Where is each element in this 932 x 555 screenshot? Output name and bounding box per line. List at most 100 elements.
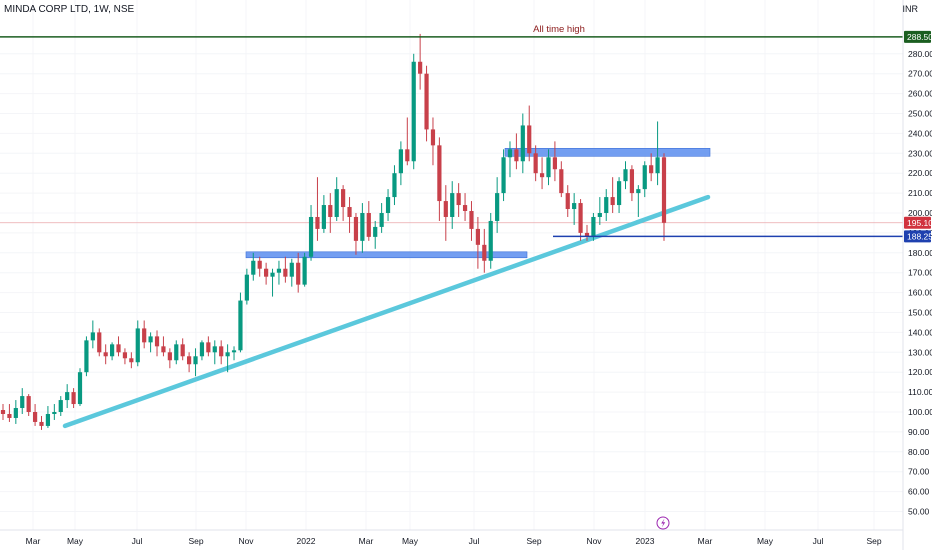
- candle-body: [148, 336, 153, 343]
- time-tick-label: Mar: [26, 536, 41, 546]
- candle: [193, 348, 198, 377]
- candle-body: [289, 262, 294, 277]
- price-tick-label: 240.00: [908, 128, 932, 138]
- candle: [456, 183, 461, 217]
- candle-body: [212, 346, 217, 353]
- candle-body: [373, 226, 378, 237]
- candle: [649, 153, 654, 182]
- price-tick-label: 230.00: [908, 148, 932, 158]
- candle: [45, 406, 51, 428]
- candle-body: [379, 213, 384, 227]
- price-tick-label: 150.00: [908, 308, 932, 318]
- time-tick-label: 2022: [297, 536, 316, 546]
- candle-body: [661, 157, 667, 223]
- candle-body: [71, 392, 76, 405]
- candle-body: [527, 125, 532, 154]
- time-tick-label: Sep: [866, 536, 881, 546]
- candle: [77, 368, 83, 407]
- horizontal-levels: [0, 36, 903, 238]
- candle: [450, 181, 455, 229]
- price-axis[interactable]: 50.00 60.00 70.00 80.00 90.00 100.00 110.00 120…: [902, 0, 932, 550]
- candle: [219, 340, 224, 365]
- candle-body: [199, 342, 205, 357]
- price-tick-label: 220.00: [908, 168, 932, 178]
- candle: [501, 149, 506, 202]
- candle-body: [251, 260, 256, 275]
- price-tag-label: 188.25: [907, 231, 932, 241]
- candle-body: [584, 232, 590, 237]
- candle-body: [283, 268, 288, 277]
- candle: [308, 205, 314, 261]
- candle: [373, 220, 378, 249]
- candle-body: [475, 228, 480, 245]
- candle: [520, 113, 525, 174]
- candle: [360, 203, 365, 253]
- candle-body: [514, 149, 519, 162]
- price-tick-label: 140.00: [908, 327, 932, 337]
- price-tick-label: 160.00: [908, 288, 932, 298]
- candle: [341, 185, 346, 221]
- candle: [13, 400, 18, 424]
- time-axis[interactable]: Mar May Jul Sep Nov 2022 Mar May Jul Sep Nov 2023 Ma…: [0, 529, 903, 546]
- candle: [0, 404, 6, 420]
- candle: [7, 404, 12, 422]
- candle-body: [623, 169, 628, 182]
- time-tick-label: Jul: [469, 536, 480, 546]
- price-tags: 288.50 195.10 188.25: [904, 30, 932, 243]
- candle: [623, 161, 628, 190]
- candle: [270, 268, 275, 297]
- candle: [443, 185, 448, 241]
- candle: [495, 177, 500, 233]
- all-time-high-annotation: All time high: [533, 24, 585, 35]
- candle: [366, 201, 371, 241]
- event-marker[interactable]: [656, 516, 670, 530]
- candle-body: [578, 203, 583, 233]
- candle: [482, 228, 487, 273]
- candle-body: [456, 193, 461, 206]
- price-tick-label: 270.00: [908, 69, 932, 79]
- rising-trendline: [62, 194, 711, 429]
- candle: [655, 121, 660, 186]
- candles: [0, 33, 667, 430]
- candle-body: [52, 412, 57, 414]
- candle-body: [13, 408, 18, 418]
- candle: [424, 65, 429, 142]
- price-tick-label: 90.00: [908, 427, 930, 437]
- candle-body: [629, 169, 635, 194]
- candle: [199, 340, 205, 361]
- candle-body: [257, 260, 262, 269]
- candle: [122, 348, 128, 365]
- resistance-zone-230: [504, 148, 711, 157]
- candle: [334, 177, 339, 221]
- candle-body: [366, 213, 371, 237]
- price-tick-label: 260.00: [908, 89, 932, 99]
- price-tick-label: 70.00: [908, 467, 930, 477]
- candle-body: [58, 400, 63, 412]
- price-tag-label: 288.50: [907, 32, 932, 42]
- candle-body: [321, 205, 326, 229]
- price-tick-label: 130.00: [908, 347, 932, 357]
- candle: [148, 332, 153, 353]
- price-tick-label: 120.00: [908, 367, 932, 377]
- candle-body: [392, 173, 397, 198]
- time-tick-label: May: [402, 536, 419, 546]
- candle: [251, 252, 256, 281]
- candle-body: [572, 203, 577, 210]
- candle: [180, 338, 185, 361]
- price-tick-label: 100.00: [908, 407, 932, 417]
- candle: [616, 177, 622, 213]
- symbol-title: MINDA CORP LTD, 1W, NSE: [4, 4, 135, 15]
- candle: [514, 133, 519, 170]
- candle-body: [219, 346, 224, 357]
- price-tick-label: 50.00: [908, 507, 930, 517]
- candle-body: [655, 157, 660, 174]
- price-tag-label: 195.10: [907, 218, 932, 228]
- time-tick-label: 2023: [636, 536, 655, 546]
- candle: [231, 346, 237, 361]
- candle-body: [507, 149, 513, 158]
- candle: [71, 388, 76, 409]
- candle-body: [642, 165, 647, 190]
- candle-body: [77, 372, 83, 405]
